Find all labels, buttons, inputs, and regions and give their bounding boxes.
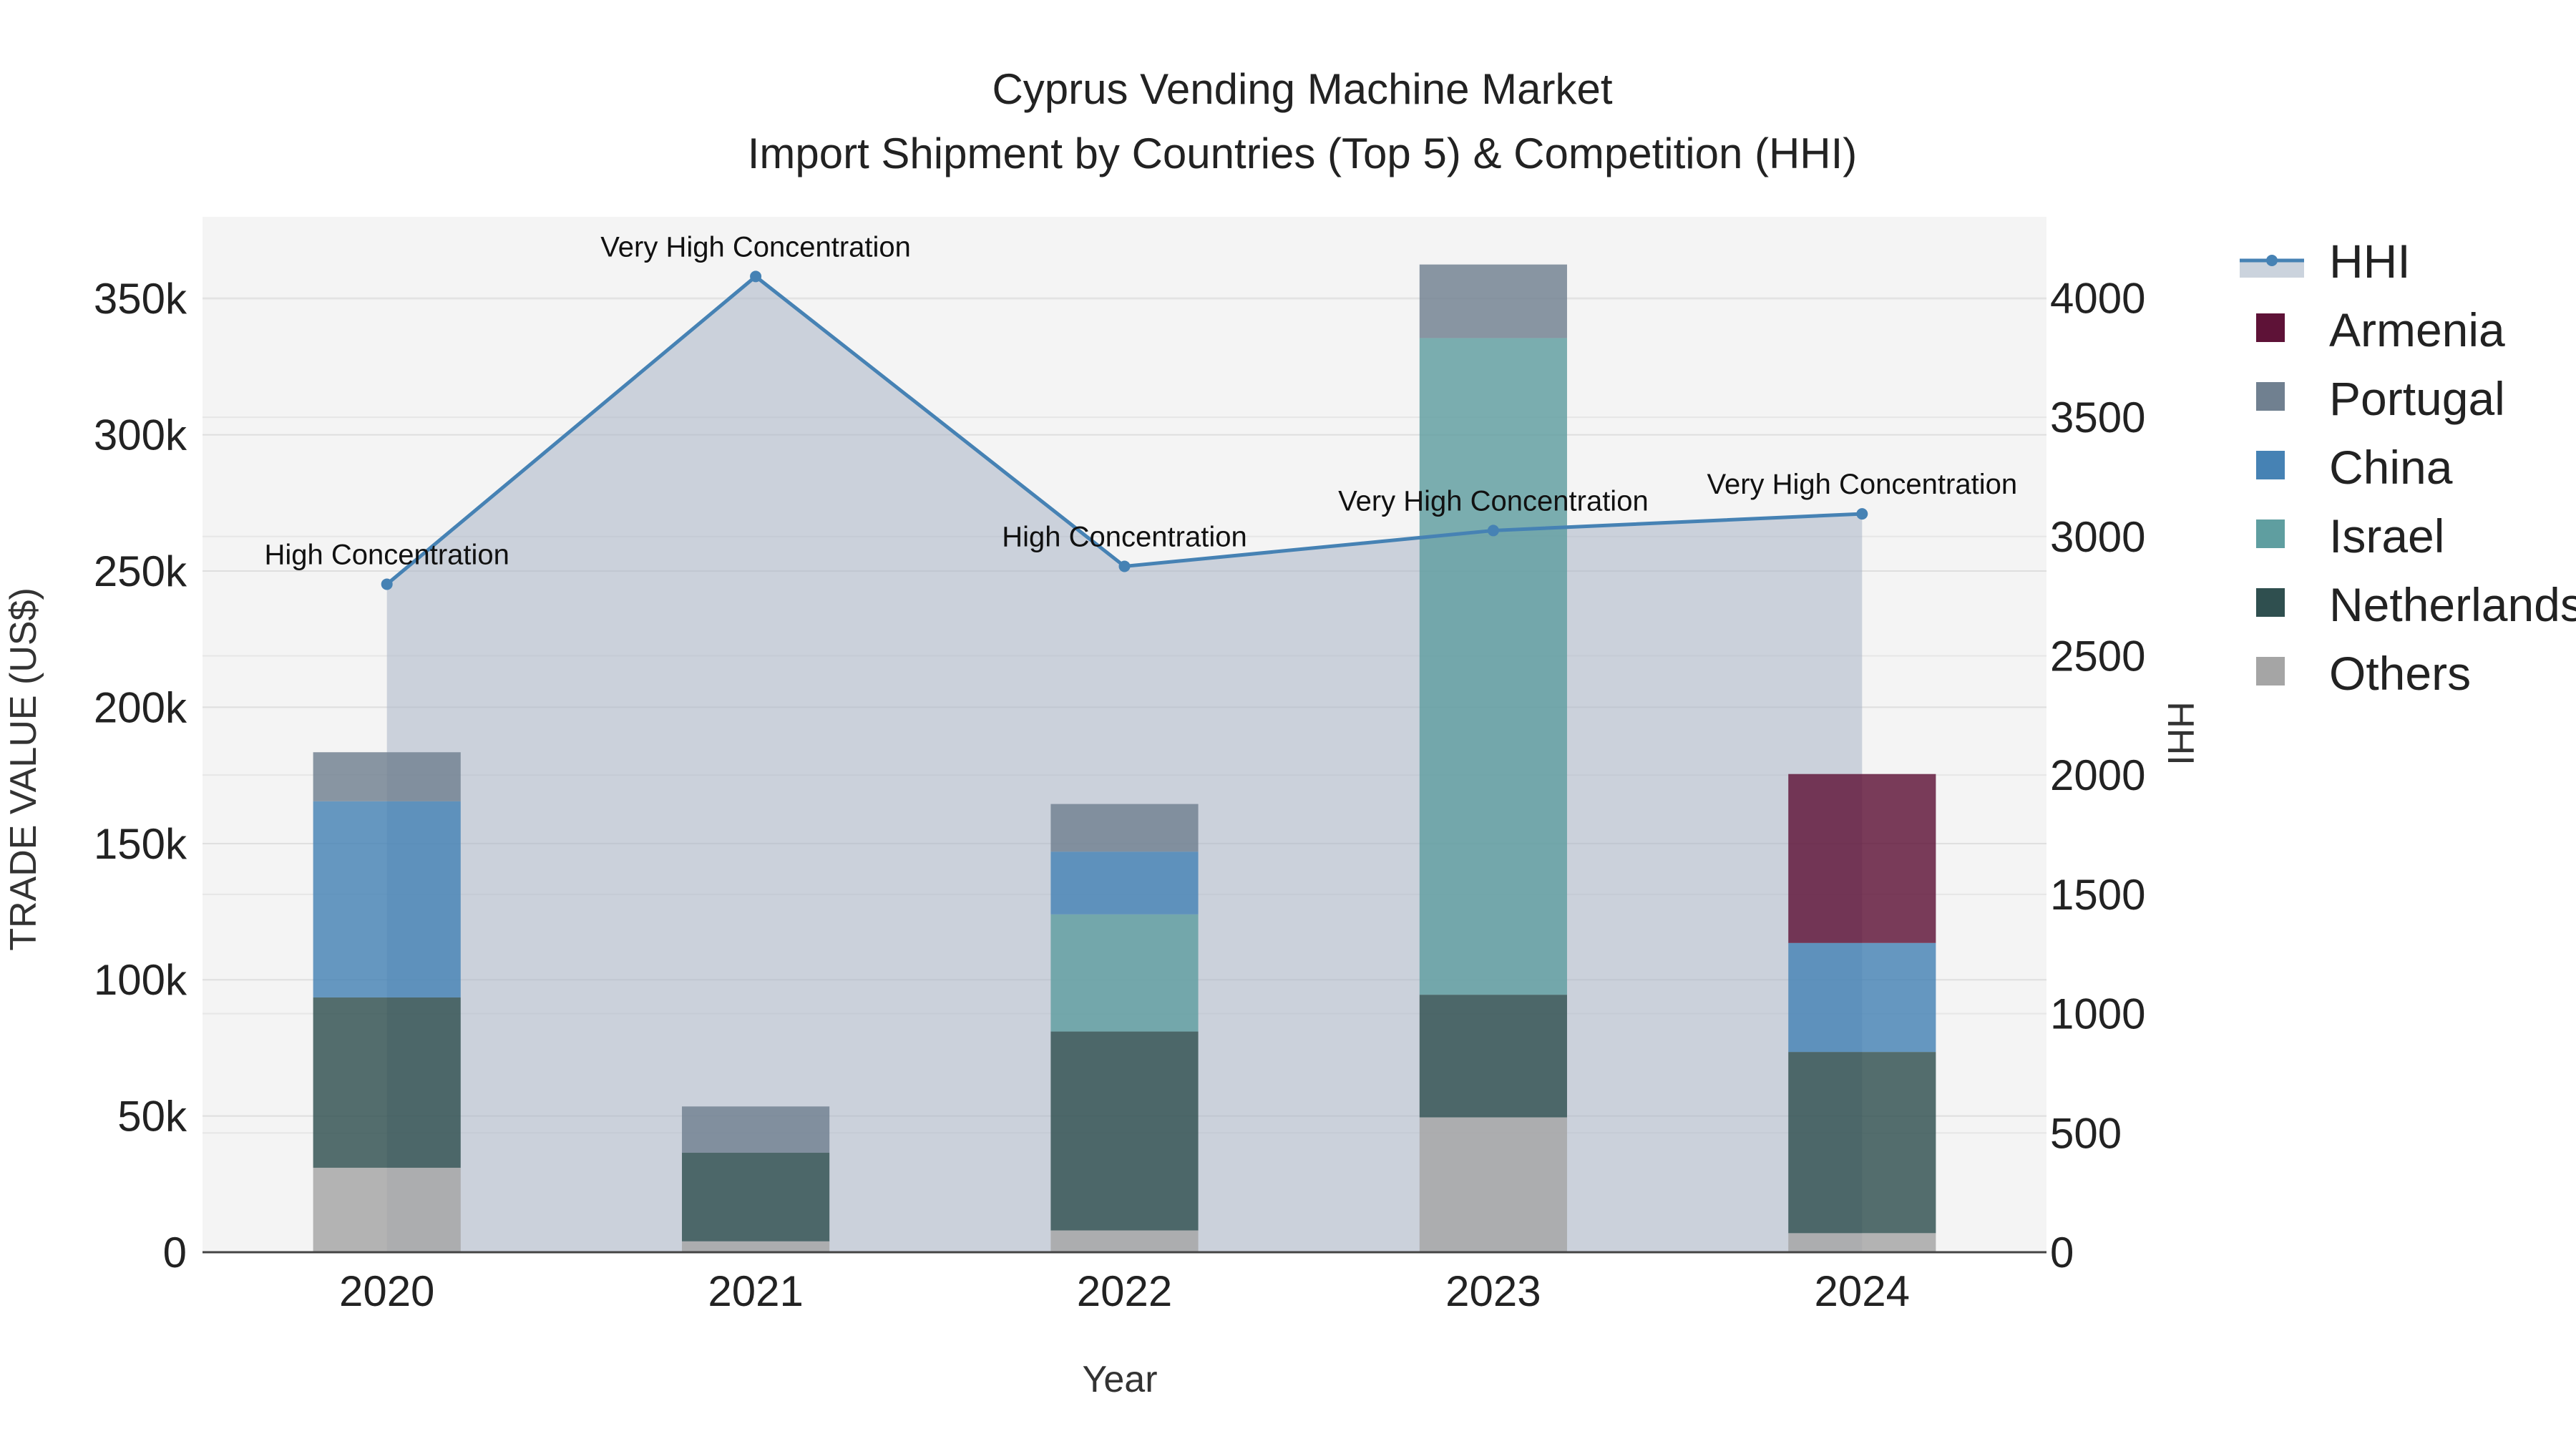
legend-label-china[interactable]: China — [2329, 441, 2453, 494]
bar-others-2020 — [313, 1167, 461, 1252]
hhi-annotations: High Concentration Very High Concentratio… — [264, 231, 2017, 570]
bar-china-2024 — [1788, 942, 1936, 1053]
x-tick-label: 2022 — [1077, 1267, 1172, 1315]
bar-netherlands-2020 — [313, 997, 461, 1168]
x-tick-label: 2020 — [339, 1267, 434, 1315]
legend: HHI Armenia Portugal China Israel Netherlands… — [2240, 235, 2576, 700]
bar-netherlands-2024 — [1788, 1052, 1936, 1234]
y-tick-label: 300k — [94, 411, 187, 459]
hhi-annotation-2024: Very High Concentration — [1707, 469, 2018, 500]
legend-swatch-others — [2256, 657, 2285, 686]
bar-china-2020 — [313, 801, 461, 997]
bar-others-2024 — [1788, 1233, 1936, 1252]
bar-others-2021 — [682, 1241, 830, 1252]
x-tick-label: 2024 — [1815, 1267, 1910, 1315]
y2-tick-label: 2000 — [2050, 751, 2145, 799]
bar-portugal-2020 — [313, 752, 461, 801]
hhi-annotation-2023: Very High Concentration — [1338, 485, 1649, 517]
hhi-point-2024 — [1856, 508, 1868, 520]
legend-label-israel[interactable]: Israel — [2329, 509, 2444, 562]
hhi-annotation-2022: High Concentration — [1002, 521, 1246, 552]
legend-swatch-netherlands — [2256, 588, 2285, 617]
legend-swatch-portugal — [2256, 382, 2285, 411]
y2-tick-label: 2500 — [2050, 632, 2145, 680]
legend-hhi-marker — [2266, 255, 2278, 266]
chart-title: Cyprus Vending Machine Market — [992, 65, 1612, 113]
legend-label-others[interactable]: Others — [2329, 647, 2471, 700]
y2-axis-title: HHI — [2160, 701, 2201, 766]
y-tick-label: 150k — [94, 820, 187, 868]
y-tick-label: 100k — [94, 956, 187, 1004]
legend-swatch-armenia — [2256, 313, 2285, 342]
y-tick-label: 350k — [94, 275, 187, 323]
bar-others-2022 — [1050, 1230, 1199, 1252]
bar-israel-2023 — [1419, 338, 1567, 995]
legend-swatch-china — [2256, 451, 2285, 479]
hhi-annotation-2021: Very High Concentration — [600, 231, 911, 263]
bar-china-2022 — [1050, 852, 1199, 914]
chart-subtitle: Import Shipment by Countries (Top 5) & C… — [748, 130, 1858, 177]
hhi-point-2020 — [381, 578, 393, 590]
x-tick-label: 2023 — [1445, 1267, 1541, 1315]
y-axis-title: TRADE VALUE (US$) — [3, 587, 44, 951]
legend-label-netherlands[interactable]: Netherlands — [2329, 578, 2576, 631]
bar-portugal-2022 — [1050, 804, 1199, 852]
bar-netherlands-2021 — [682, 1153, 830, 1241]
y2-tick-label: 4000 — [2050, 274, 2145, 322]
bar-israel-2022 — [1050, 914, 1199, 1032]
bar-netherlands-2022 — [1050, 1031, 1199, 1231]
bar-netherlands-2023 — [1419, 995, 1567, 1118]
bar-others-2023 — [1419, 1117, 1567, 1252]
legend-swatch-israel — [2256, 519, 2285, 548]
legend-label-portugal[interactable]: Portugal — [2329, 372, 2505, 425]
axes: 0 50k 100k 150k 200k 250k 300k 350k 0 500 1000 1500… — [94, 274, 2146, 1315]
bar-portugal-2021 — [682, 1106, 830, 1153]
hhi-point-2023 — [1487, 525, 1499, 537]
y-tick-label: 50k — [117, 1093, 187, 1141]
bar-armenia-2024 — [1788, 774, 1936, 943]
y2-tick-label: 500 — [2050, 1109, 2122, 1157]
bar-layer — [313, 264, 1936, 1252]
y2-tick-label: 3500 — [2050, 394, 2145, 441]
y2-tick-label: 1000 — [2050, 990, 2145, 1038]
y-tick-label: 250k — [94, 547, 187, 595]
y2-tick-label: 1500 — [2050, 871, 2145, 919]
bar-portugal-2023 — [1419, 264, 1567, 338]
hhi-annotation-2020: High Concentration — [264, 539, 509, 570]
y-tick-label: 0 — [163, 1229, 187, 1277]
x-axis-title: Year — [1082, 1359, 1157, 1400]
x-tick-label: 2021 — [708, 1267, 803, 1315]
hhi-point-2022 — [1118, 560, 1131, 572]
hhi-line-layer — [381, 270, 1868, 590]
legend-label-hhi[interactable]: HHI — [2329, 235, 2411, 288]
y2-tick-label: 3000 — [2050, 513, 2145, 561]
y2-tick-label: 0 — [2050, 1229, 2074, 1277]
y-tick-label: 200k — [94, 683, 187, 731]
legend-label-armenia[interactable]: Armenia — [2329, 303, 2505, 356]
hhi-point-2021 — [750, 270, 762, 283]
